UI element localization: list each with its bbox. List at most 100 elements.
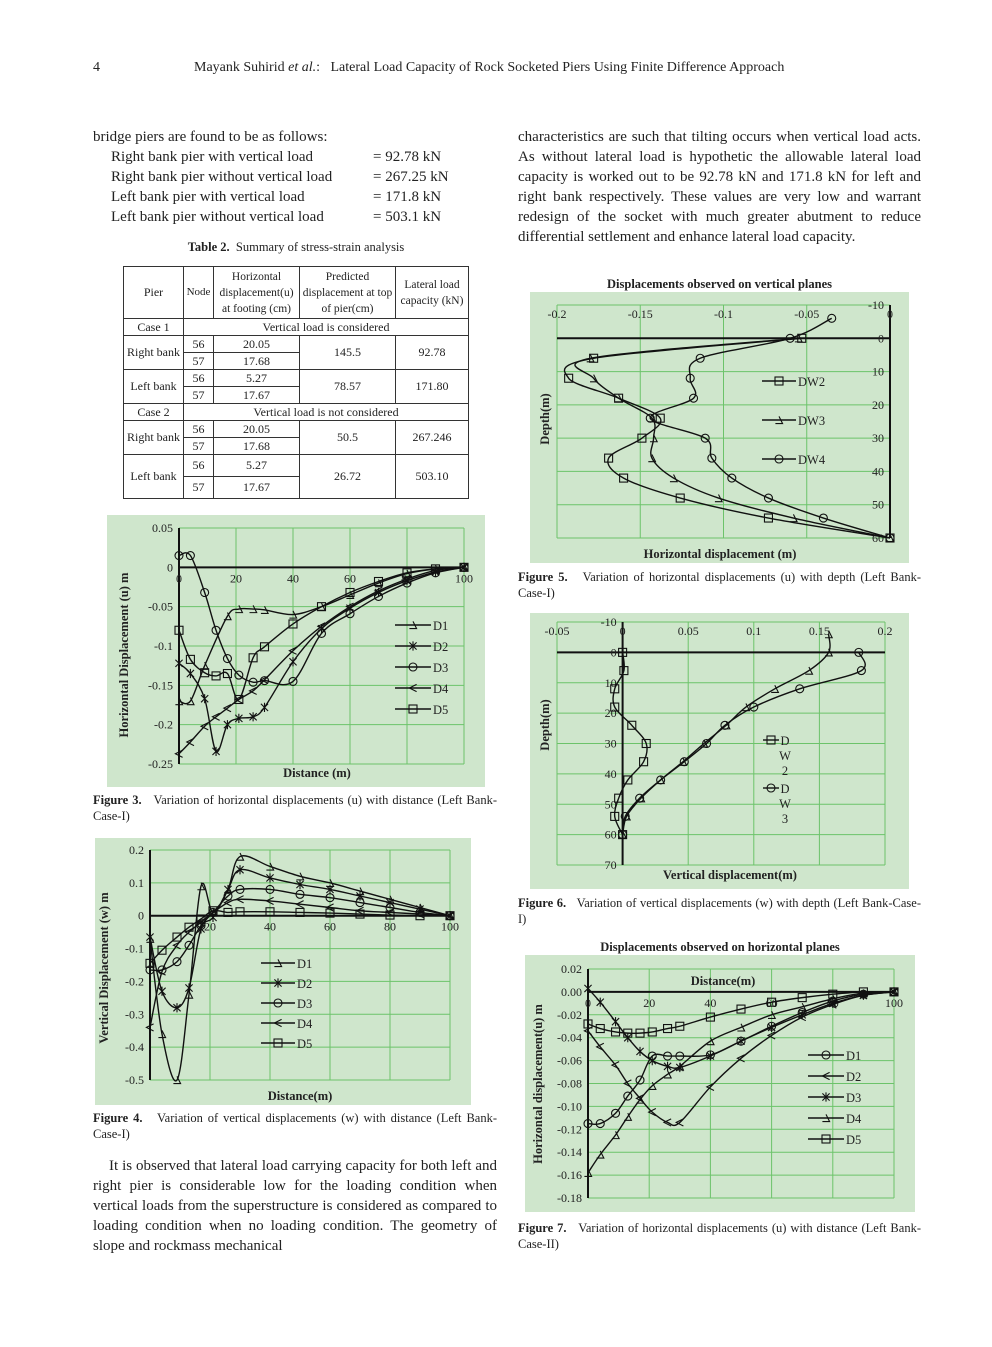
data-point-star bbox=[822, 1092, 830, 1102]
data-point-square bbox=[637, 433, 647, 443]
data-point-square bbox=[564, 373, 574, 383]
fig4-svg: 20 40 60 80 100 0.2 0.1 0 -0.1 -0.2 -0.3 -0.4 -0.5 Di… bbox=[97, 843, 459, 1103]
legend-label: D5 bbox=[433, 703, 448, 717]
summary-table: Pier Node Horizontal displacement(u) at … bbox=[123, 266, 469, 499]
data-point-triangle bbox=[409, 621, 418, 630]
data-point-triangle bbox=[648, 1081, 657, 1090]
legend-item-d2: D2 bbox=[395, 640, 448, 654]
x-tick-label: 40 bbox=[264, 920, 276, 934]
data-point-triangle bbox=[235, 605, 244, 614]
figure-3-caption: Figure 3. Variation of horizontal displa… bbox=[93, 792, 497, 824]
data-point-square bbox=[185, 654, 195, 664]
data-point-star bbox=[223, 720, 232, 730]
y-tick-label: -0.08 bbox=[557, 1077, 582, 1091]
header-cell: Node bbox=[183, 266, 214, 319]
data-point-square bbox=[145, 958, 155, 968]
y-tick-label: -0.06 bbox=[557, 1054, 582, 1068]
data-point-triangle bbox=[260, 605, 269, 614]
y-tick-label: 40 bbox=[872, 464, 884, 478]
data-point-circle bbox=[595, 1119, 605, 1129]
x-tick-label: 80 bbox=[384, 920, 396, 934]
data-point-triangle bbox=[624, 1112, 633, 1121]
data-point-circle bbox=[184, 940, 194, 950]
data-point-circle bbox=[355, 898, 365, 908]
y-tick-label: 0.2 bbox=[129, 843, 144, 857]
data-point-diamond bbox=[211, 712, 220, 721]
data-point-square bbox=[234, 694, 244, 705]
data-point-star bbox=[260, 702, 269, 712]
data-point-triangle bbox=[590, 374, 599, 383]
table-row: 57 17.68 bbox=[124, 437, 469, 455]
data-point-diamond bbox=[145, 1023, 154, 1032]
data-point-square bbox=[675, 1021, 685, 1031]
data-point-triangle bbox=[794, 334, 803, 343]
legend-label: D1 bbox=[846, 1049, 861, 1063]
figure-7-chart: 0 20 40 60 80 100 0.02 0.00 -0.02 -0.04 -0.06 -0.08… bbox=[525, 955, 915, 1212]
data-point-square bbox=[157, 945, 167, 955]
x-tick-label: 100 bbox=[441, 920, 459, 934]
series-d3 bbox=[174, 550, 469, 687]
legend-label: DW3 bbox=[798, 414, 825, 428]
data-point-triangle bbox=[236, 852, 245, 861]
y-tick-label: 70 bbox=[605, 858, 617, 872]
caption-label: Figure 5. bbox=[518, 570, 568, 584]
data-point-triangle bbox=[374, 579, 383, 588]
result-value: = 171.8 kN bbox=[373, 189, 442, 205]
data-point-circle bbox=[223, 891, 233, 901]
data-point-star bbox=[648, 1056, 657, 1066]
node-cell: 57 bbox=[183, 386, 214, 404]
y-axis-title: Depth(m) bbox=[538, 393, 552, 444]
y-tick-label: -10 bbox=[868, 298, 884, 312]
data-point-square bbox=[610, 684, 620, 694]
data-point-square bbox=[373, 576, 384, 587]
y-tick-label: 30 bbox=[605, 737, 617, 751]
legend-label: 2 bbox=[782, 764, 788, 778]
figure-5-caption: Figure 5. Variation of horizontal displa… bbox=[518, 569, 921, 601]
node-cell: 56 bbox=[183, 454, 214, 477]
caption-text: Variation of vertical displacements (w) … bbox=[93, 1111, 497, 1141]
data-point-triangle bbox=[296, 872, 305, 881]
caption-label: Figure 6. bbox=[518, 896, 567, 910]
data-point-circle bbox=[763, 493, 774, 503]
data-point-circle bbox=[707, 453, 717, 463]
fig3-svg: 0 20 40 60 80 1000.050-0.05-0.1-0.15-0.2-0.25… bbox=[117, 521, 473, 780]
header-cell: Predicted displacement at top of pier(cm… bbox=[299, 266, 396, 319]
data-point-triangle bbox=[615, 394, 624, 403]
legend-label: DW2 bbox=[798, 375, 825, 389]
case-label: Case 2 bbox=[123, 403, 184, 421]
data-point-star bbox=[234, 713, 243, 723]
series-d4 bbox=[174, 563, 468, 758]
data-point-triangle bbox=[186, 697, 195, 706]
legend-item-d5: D5 bbox=[808, 1133, 861, 1147]
data-point-circle bbox=[749, 702, 759, 712]
x-tick-label: 40 bbox=[704, 996, 716, 1010]
data-point-diamond bbox=[316, 622, 326, 631]
table-row: 57 17.67 bbox=[124, 476, 469, 499]
data-point-circle bbox=[295, 889, 305, 899]
predicted-cell: 26.72 bbox=[299, 454, 396, 499]
data-point-square bbox=[639, 757, 649, 767]
data-point-star bbox=[737, 1036, 745, 1046]
data-point-triangle bbox=[663, 1070, 673, 1079]
y-tick-label: 0 bbox=[878, 331, 884, 345]
legend-label: D5 bbox=[297, 1037, 312, 1051]
y-tick-label: 50 bbox=[605, 797, 617, 811]
data-point-diamond bbox=[199, 722, 209, 731]
data-point-star bbox=[249, 712, 258, 722]
y-tick-label: 20 bbox=[605, 706, 617, 720]
data-point-square bbox=[415, 911, 425, 921]
data-point-diamond bbox=[610, 1061, 620, 1070]
table-row: Right bank 56 20.05 145.5 92.78 bbox=[123, 335, 469, 370]
pier-cell: Right bank bbox=[123, 335, 184, 370]
data-point-triangle bbox=[586, 354, 595, 363]
y-axis-title: Horizontal Displacement (u) m bbox=[117, 572, 131, 737]
data-point-triangle bbox=[805, 666, 814, 675]
series-d5 bbox=[583, 987, 899, 1038]
data-point-star bbox=[636, 1046, 645, 1057]
disp-cell: 20.05 bbox=[213, 420, 300, 438]
x-axis-title: Distance (m) bbox=[283, 766, 351, 780]
series-line bbox=[178, 566, 465, 755]
y-tick-label: 60 bbox=[605, 828, 617, 842]
data-point-square bbox=[172, 932, 182, 942]
x-axis-title: Distance(m) bbox=[268, 1089, 333, 1103]
